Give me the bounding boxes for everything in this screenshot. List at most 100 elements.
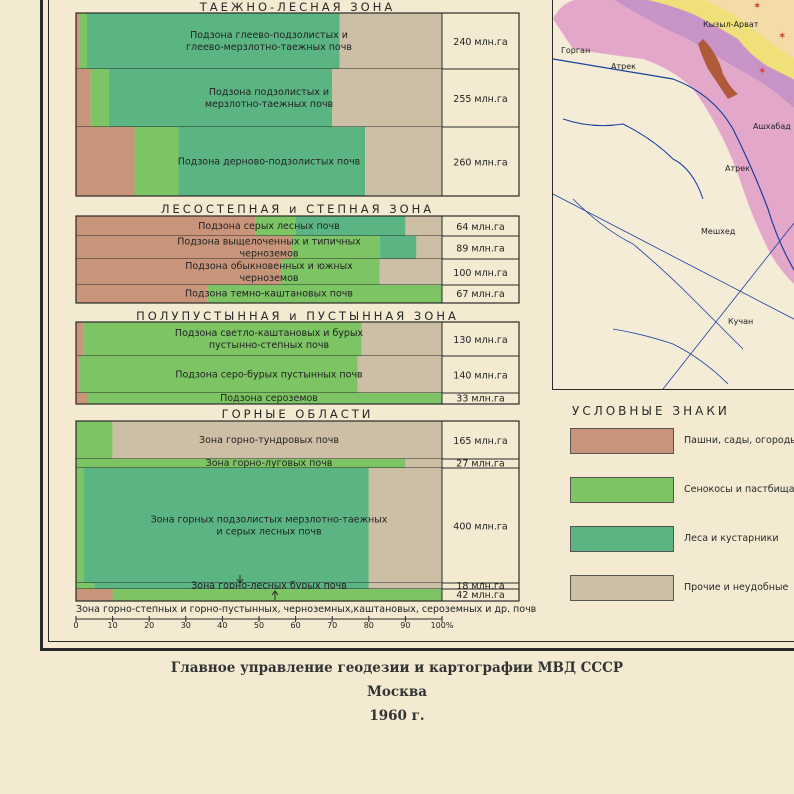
map-graphic: Горган Атрек Кызыл-Арват Ашхабад Мешхед … [553, 0, 794, 389]
bar-segment-senokos [255, 216, 296, 236]
x-tick-label: 30 [181, 621, 191, 630]
bar-segment-senokos [76, 468, 84, 583]
row-area: 89 млн.га [456, 244, 504, 255]
zone-title-3: ПОЛУПУСТЫННАЯ и ПУСТЫННАЯ ЗОНА [136, 309, 459, 323]
table-row: Подзона сероземов 33 млн.га [76, 393, 519, 405]
x-tick-label: 90 [400, 621, 410, 630]
bar-segment-pashni [76, 322, 84, 356]
map-label-gorgan: Горган [561, 46, 590, 55]
bar-segment-lesa [94, 583, 369, 589]
bar-segment-pashni [76, 285, 208, 303]
map-label-atrek-2: Атрек [725, 164, 750, 173]
imprint-city: Москва [366, 684, 428, 700]
star-icon: ✶ [778, 31, 786, 42]
zone-box-1 [75, 12, 520, 197]
row-area: 27 млн.га [456, 459, 504, 470]
row-area: 260 млн.га [453, 158, 507, 169]
table-row: Подзона серо-бурых пустынных почв 140 млн… [76, 356, 519, 394]
bar-segment-senokos [79, 356, 358, 393]
bar-segment-senokos [90, 69, 109, 127]
land-use-chart: ТАЕЖНО-ЛЕСНАЯ ЗОНА ЛЕСОСТЕПНАЯ и СТЕПНАЯ … [73, 0, 537, 630]
x-tick-label: 70 [327, 621, 337, 630]
bar-segment-pashni [76, 127, 135, 196]
zone-box-3 [75, 321, 520, 405]
row-label: Подзона выщелоченных и типичных [177, 237, 361, 248]
legend-title: УСЛОВНЫЕ ЗНАКИ [572, 404, 730, 418]
x-tick-label: 80 [364, 621, 374, 630]
bar-segment-senokos [280, 259, 380, 285]
bar-segment-lesa [83, 468, 369, 583]
row-label: черноземов [240, 273, 299, 284]
legend-label: Леса и кустарники [684, 533, 779, 544]
map-border-line [553, 58, 794, 272]
row-area: 67 млн.га [456, 289, 504, 300]
bar-segment-pashni [76, 589, 113, 601]
row-area: 130 млн.га [453, 335, 507, 346]
bar-segment-senokos [112, 589, 442, 601]
row-label: Подзона серо-бурых пустынных почв [175, 370, 363, 381]
bar-segment-prochie [405, 459, 442, 468]
zone-title-2: ЛЕСОСТЕПНАЯ и СТЕПНАЯ ЗОНА [161, 202, 434, 216]
bar-segment-lesa [86, 13, 340, 69]
zone-title-4: ГОРНЫЕ ОБЛАСТИ [222, 407, 374, 421]
zone-box-2 [75, 215, 520, 304]
legend-swatch [570, 477, 674, 503]
arrow-down-icon [236, 575, 244, 584]
bar-segment-lesa [108, 69, 333, 127]
legend-swatch [570, 575, 674, 601]
bar-segment-prochie [365, 127, 442, 196]
map-label-meshkhed: Мешхед [701, 227, 736, 236]
bar-segment-lesa [295, 216, 406, 236]
star-icon: ✶ [758, 66, 766, 77]
bar-segment-lesa [379, 236, 417, 259]
table-row: Зона горно-степных и горно-пустынных, че… [76, 589, 537, 615]
map-river-3 [612, 328, 729, 385]
bar-segment-prochie [368, 468, 442, 583]
row-area: 240 млн.га [453, 37, 507, 48]
bar-segment-prochie [361, 322, 442, 356]
map-label-kyzyl-arvat: Кызыл-Арват [703, 20, 759, 29]
bar-segment-lesa [178, 127, 366, 196]
bar-segment-pashni [76, 236, 292, 259]
bar-segment-senokos [76, 583, 95, 589]
table-row: Подзона темно-каштановых почв 67 млн.га [76, 285, 519, 304]
zone-box-4 [75, 420, 520, 602]
row-area: 255 млн.га [453, 94, 507, 105]
imprint-year: 1960 г. [369, 708, 425, 724]
x-tick-label: 100% [431, 621, 454, 630]
bar-segment-prochie [416, 236, 442, 259]
map-desert-region [705, 0, 794, 59]
bar-segment-senokos [76, 459, 406, 468]
bar-segment-senokos [76, 421, 113, 459]
row-label: Подзона подзолистых и [209, 87, 329, 98]
row-label: Подзона серых лесных почв [198, 221, 340, 232]
row-area: 140 млн.га [453, 371, 507, 382]
row-label: и серых лесных почв [216, 527, 322, 538]
row-label: Подзона темно-каштановых почв [185, 289, 353, 300]
zone-title-1: ТАЕЖНО-ЛЕСНАЯ ЗОНА [199, 0, 395, 14]
row-label: Подзона глеево-подзолистых и [190, 30, 348, 41]
bar-segment-senokos [79, 13, 87, 69]
map-pink-region [553, 0, 794, 284]
bar-segment-senokos [134, 127, 179, 196]
x-tick-label: 10 [108, 621, 118, 630]
map-grid-line-1 [553, 193, 794, 320]
map-grid-line-2 [662, 222, 794, 389]
bar-segment-senokos [207, 285, 442, 303]
legend-swatch [570, 526, 674, 552]
row-label: Подзона обыкновенных и южных [185, 261, 353, 272]
bar-segment-pashni [76, 393, 87, 404]
legend-label: Сенокосы и пастбища [684, 484, 794, 495]
arrow-up-icon [271, 590, 279, 600]
x-tick-label: 60 [291, 621, 301, 630]
row-label: Подзона сероземов [220, 393, 318, 404]
bar-segment-prochie [332, 69, 442, 127]
row-label: Зона горно-степных и горно-пустынных, че… [76, 604, 537, 615]
table-row: Зона горно-тундровых почв 165 млн.га [76, 421, 519, 460]
legend-swatch [570, 428, 674, 454]
bar-segment-prochie [379, 259, 442, 285]
table-row: Подзона серых лесных почв 64 млн.га [76, 216, 519, 237]
bar-segment-prochie [339, 13, 442, 69]
table-row: Подзона дерново-подзолистых почв 260 млн.… [76, 127, 519, 197]
